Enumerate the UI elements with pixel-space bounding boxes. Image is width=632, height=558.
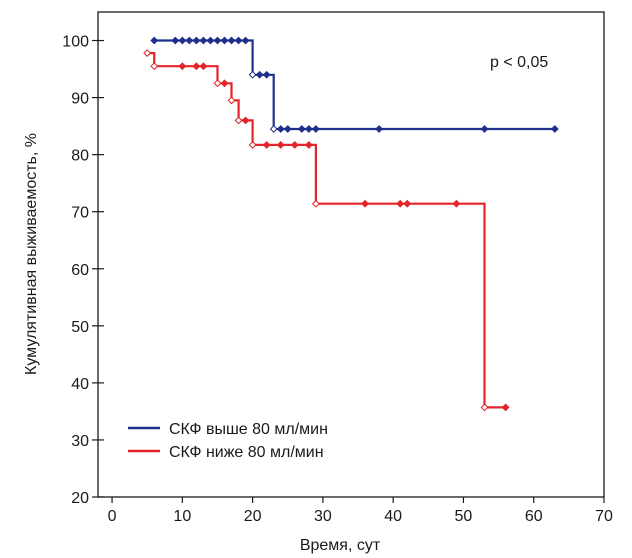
- plot-frame: [97, 11, 605, 498]
- censor-marker: [199, 62, 208, 71]
- censor-marker: [283, 125, 292, 133]
- censor-marker: [227, 36, 236, 45]
- y-tick-label: 40: [71, 376, 89, 393]
- censor-marker: [276, 141, 285, 149]
- censor-marker: [297, 125, 306, 133]
- censor-marker: [241, 36, 250, 45]
- censor-marker: [213, 79, 222, 88]
- censor-marker: [550, 125, 559, 133]
- censor-marker: [269, 125, 278, 133]
- censor-marker: [178, 36, 187, 45]
- censor-marker: [192, 62, 201, 71]
- x-tick-label: 10: [173, 508, 191, 525]
- y-tick-label: 20: [71, 490, 89, 507]
- censor-marker: [213, 36, 222, 45]
- censor-marker: [452, 199, 461, 208]
- legend-label-2: СКФ ниже 80 мл/мин: [169, 444, 324, 461]
- x-tick-label: 30: [314, 508, 332, 525]
- y-tick-label: 70: [71, 205, 89, 222]
- axes: 0 10 20 30 40 50 60 70 20 30 40 50 60 70 80 90 100: [62, 11, 613, 525]
- legend-label-1: СКФ выше 80 мл/мин: [169, 421, 328, 438]
- censor-marker: [150, 36, 159, 45]
- censor-marker: [276, 125, 285, 133]
- x-tick-label: 40: [384, 508, 402, 525]
- censor-marker: [178, 62, 187, 71]
- y-tick-label: 90: [71, 91, 89, 108]
- censor-marker: [255, 70, 264, 79]
- censor-marker: [396, 199, 405, 208]
- x-axis-title: Время, сут: [300, 537, 381, 554]
- censor-marker: [480, 125, 489, 133]
- x-tick-label: 70: [595, 508, 613, 525]
- censor-marker: [304, 125, 313, 133]
- censor-marker: [262, 70, 271, 79]
- censor-marker: [375, 125, 384, 133]
- censor-marker: [199, 36, 208, 45]
- censor-marker: [501, 403, 510, 412]
- censor-marker: [220, 36, 229, 45]
- censor-marker: [248, 70, 257, 79]
- y-tick-label: 30: [71, 433, 89, 450]
- censor-marker: [304, 141, 313, 149]
- censor-marker: [227, 96, 236, 105]
- legend: СКФ выше 80 мл/мин СКФ ниже 80 мл/мин: [128, 421, 328, 461]
- y-tick-label: 50: [71, 319, 89, 336]
- censor-marker: [311, 199, 320, 208]
- censor-marker: [241, 116, 250, 125]
- censor-marker: [234, 36, 243, 45]
- censor-marker: [234, 116, 243, 125]
- censor-marker: [150, 62, 159, 71]
- y-tick-label: 60: [71, 262, 89, 279]
- p-value-annotation: p < 0,05: [490, 54, 548, 71]
- markers-layer: [143, 36, 559, 412]
- censor-marker: [143, 49, 152, 57]
- censor-marker: [361, 199, 369, 208]
- censor-marker: [185, 36, 194, 45]
- censor-marker: [248, 141, 257, 149]
- x-tick-label: 20: [244, 508, 262, 525]
- censor-marker: [171, 36, 180, 45]
- x-tick-label: 0: [108, 508, 117, 525]
- censor-marker: [192, 36, 201, 45]
- y-tick-label: 100: [62, 34, 89, 51]
- censor-marker: [206, 36, 215, 45]
- x-tick-label: 50: [455, 508, 473, 525]
- censor-marker: [480, 403, 489, 412]
- censor-marker: [403, 199, 412, 208]
- censor-marker: [311, 125, 320, 133]
- censor-marker: [220, 79, 229, 88]
- y-tick-label: 80: [71, 148, 89, 165]
- censor-marker: [290, 141, 299, 149]
- x-tick-label: 60: [525, 508, 543, 525]
- censor-marker: [262, 141, 271, 149]
- y-axis-title: Кумулятивная выживаемость, %: [23, 133, 40, 375]
